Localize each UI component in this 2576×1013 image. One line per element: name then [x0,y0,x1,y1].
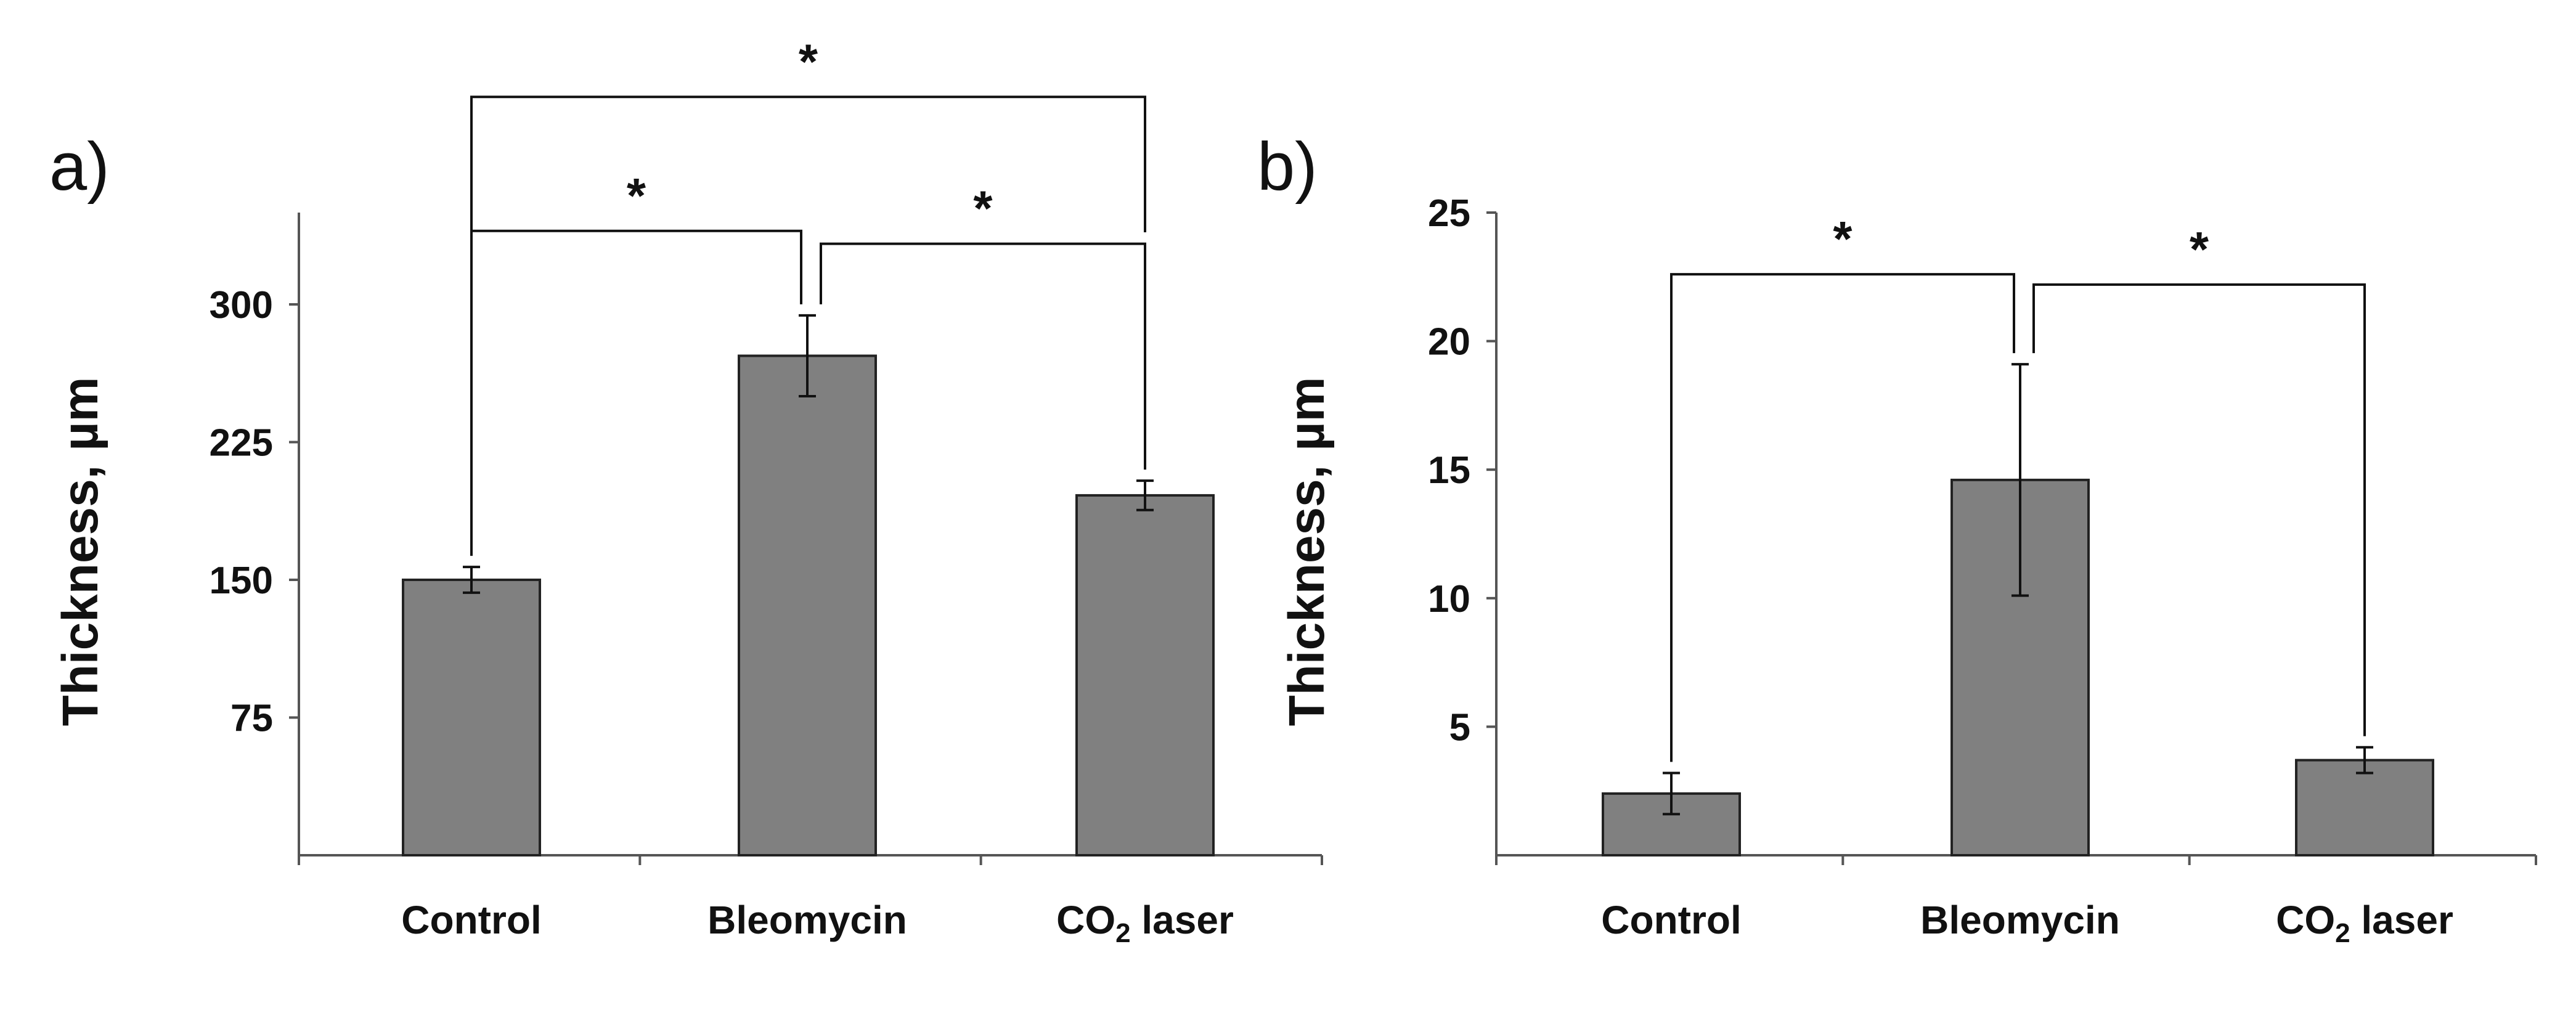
y-tick-label: 225 [210,422,273,465]
bar [1075,494,1215,856]
panel-label: a) [49,129,110,205]
y-tick-label: 20 [1428,321,1470,364]
y-tick-label: 25 [1428,192,1470,235]
y-tick-label: 75 [230,698,273,740]
y-tick-label: 10 [1428,578,1470,620]
y-tick-label: 5 [1449,706,1470,749]
y-axis-title: Thickness, µm [1279,377,1335,726]
x-category-label: Bleomycin [707,898,907,942]
bar [402,579,541,856]
significance-bracket [820,242,1146,470]
significance-bracket [470,229,802,556]
significance-star: * [1833,211,1853,266]
y-axis-title: Thickness, µm [52,377,108,726]
significance-star: * [2190,222,2209,277]
panel-label: b) [1257,129,1318,205]
x-category-label: CO2 laser [2276,898,2453,948]
bar [738,354,877,856]
y-tick-label: 150 [210,559,273,602]
x-category-label: Control [1601,898,1742,942]
significance-star: * [799,34,818,89]
y-tick-label: 15 [1428,449,1470,492]
significance-star: * [627,168,646,223]
bar [2295,759,2434,856]
chart-panel-b: 5 10 15 20 25 Control Bleomycin CO2 laser * * b) Th… [1257,129,2537,948]
y-tick-label: 300 [210,284,273,327]
x-category-label: CO2 laser [1056,898,1234,948]
x-category-label: Bleomycin [1920,898,2120,942]
significance-star: * [973,181,993,236]
chart-panel-a: 75 150 225 300 Control Bleomycin CO2 laser * * * a… [49,34,1323,948]
significance-bracket [1670,273,2015,762]
x-category-label: Control [401,898,542,942]
significance-bracket [2032,283,2366,736]
significance-bracket [470,96,1146,232]
